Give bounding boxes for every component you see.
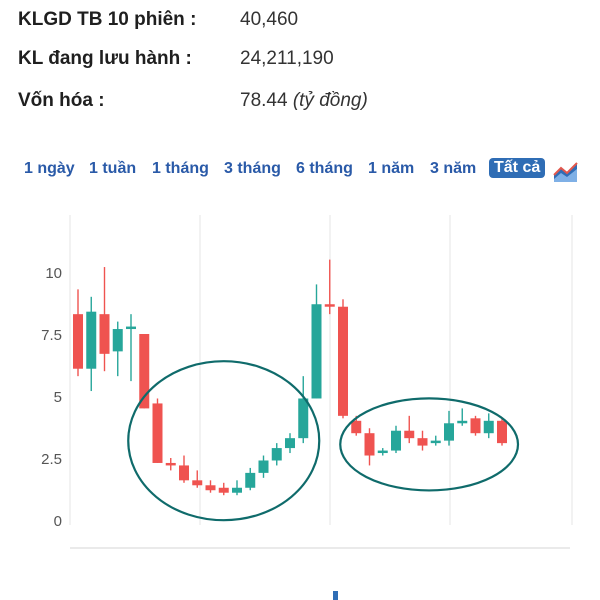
candle-body <box>298 398 309 439</box>
candle <box>112 321 123 377</box>
info-label: Vốn hóa : <box>18 90 105 111</box>
candle-body <box>126 326 136 330</box>
candle <box>311 284 322 399</box>
candle-body <box>258 460 269 473</box>
candle-body <box>99 314 110 354</box>
candle <box>271 443 282 466</box>
candle <box>152 398 163 463</box>
candle <box>444 410 454 446</box>
candle-body <box>457 420 468 424</box>
candle-body <box>444 423 454 441</box>
candle <box>298 376 309 444</box>
candle <box>457 408 468 426</box>
candle-body <box>112 329 123 352</box>
candle <box>338 299 348 419</box>
info-value-unit: (tỷ đồng) <box>292 90 368 111</box>
candle-body <box>377 450 388 454</box>
info-value-number: 78.44 <box>240 90 288 111</box>
candle <box>417 430 428 451</box>
candle <box>377 448 388 456</box>
candle <box>285 433 295 454</box>
candle-body <box>483 420 494 434</box>
candle-body <box>165 462 176 466</box>
candle <box>86 296 97 392</box>
candle <box>179 455 189 483</box>
candle <box>391 425 401 454</box>
candle-body <box>497 420 507 444</box>
candle <box>232 480 242 496</box>
range-all[interactable]: Tất cả <box>489 158 546 178</box>
annotation-ellipse <box>127 360 321 522</box>
candle <box>470 415 481 436</box>
candle <box>483 413 494 439</box>
range-3-years[interactable]: 3 năm <box>430 160 477 177</box>
candle <box>364 428 375 466</box>
candlestick-chart: 0 2.5 5 7.5 10 <box>41 215 573 600</box>
info-value-number: 24,211,190 <box>240 48 334 69</box>
candle <box>324 259 335 315</box>
candle-body <box>324 304 335 307</box>
candle <box>126 314 136 382</box>
candle-body <box>271 448 282 461</box>
candle <box>245 467 256 491</box>
candle-body <box>205 485 216 491</box>
candle-body <box>139 334 150 409</box>
candle-body <box>152 403 163 463</box>
candle <box>73 289 83 377</box>
candle-body <box>192 480 203 486</box>
range-1-week[interactable]: 1 tuần <box>89 160 137 177</box>
y-axis: 0 2.5 5 7.5 10 <box>41 265 62 530</box>
candle-body <box>404 430 415 439</box>
info-value: 24,211,190 <box>240 48 334 70</box>
y-tick-label: 7.5 <box>41 327 62 344</box>
candle <box>258 455 269 478</box>
candle-body <box>232 487 242 493</box>
y-tick-label: 10 <box>45 265 62 282</box>
range-1-year[interactable]: 1 năm <box>368 160 415 177</box>
range-1-day[interactable]: 1 ngày <box>24 160 75 177</box>
candle-body <box>470 418 481 434</box>
annotation-ellipses <box>127 360 520 522</box>
candle-body <box>179 465 189 481</box>
candle-body <box>311 304 322 399</box>
candle-body <box>285 438 295 449</box>
info-value-number: 40,460 <box>240 9 299 30</box>
y-tick-label: 5 <box>54 389 62 406</box>
info-value: 78.44 (tỷ đồng) <box>240 90 368 112</box>
candle-body <box>391 430 401 451</box>
range-1-month[interactable]: 1 tháng <box>152 160 209 177</box>
candle <box>205 480 216 493</box>
area-chart-icon[interactable] <box>553 160 579 184</box>
candle-body <box>351 420 362 434</box>
candle-body <box>364 433 375 456</box>
info-label: KL đang lưu hành : <box>18 48 192 69</box>
candle-body <box>245 472 256 488</box>
candle-body <box>73 314 83 369</box>
info-label: KLGD TB 10 phiên : <box>18 9 197 30</box>
candle <box>404 415 415 444</box>
y-tick-label: 0 <box>54 513 62 530</box>
y-tick-label: 2.5 <box>41 451 62 468</box>
info-value: 40,460 <box>240 9 298 31</box>
candle-body <box>417 438 428 446</box>
candle <box>430 435 441 446</box>
candle-body <box>218 487 229 493</box>
candle <box>497 418 507 446</box>
candle <box>99 267 110 372</box>
candle-body <box>86 311 97 369</box>
candle-body <box>338 306 348 416</box>
volume-panel <box>70 547 570 600</box>
candle <box>218 482 229 496</box>
candles <box>73 259 507 496</box>
candle-body <box>430 440 441 444</box>
candle <box>192 470 203 488</box>
candle <box>165 458 176 471</box>
time-range-selector: 1 ngày 1 tuần 1 tháng 3 tháng 6 tháng 1 … <box>0 158 600 186</box>
range-3-months[interactable]: 3 tháng <box>224 160 281 177</box>
annotation-ellipse <box>339 397 520 492</box>
range-6-months[interactable]: 6 tháng <box>296 160 353 177</box>
